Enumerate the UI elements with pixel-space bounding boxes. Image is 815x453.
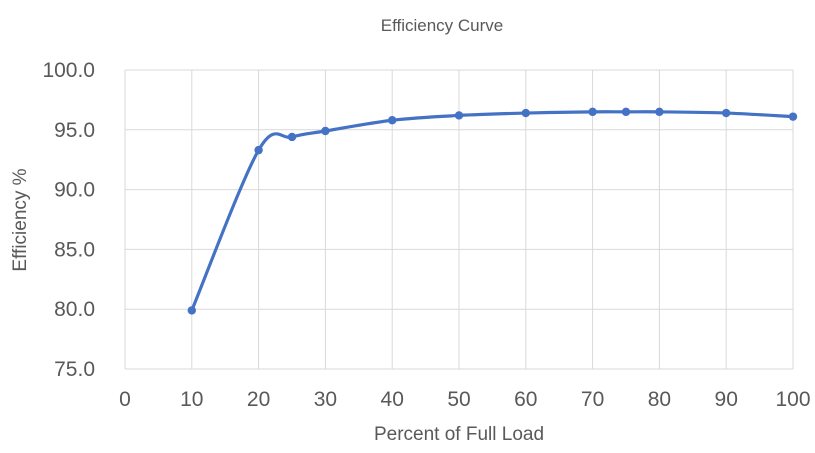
y-tick-label: 80.0 xyxy=(54,298,95,321)
x-tick-label: 10 xyxy=(180,388,203,411)
data-point xyxy=(521,108,530,118)
x-tick-label: 0 xyxy=(119,388,131,411)
y-tick-label: 90.0 xyxy=(54,179,95,202)
chart-title: Efficiency Curve xyxy=(381,16,504,35)
data-point xyxy=(321,126,330,136)
data-point xyxy=(254,145,263,155)
data-point xyxy=(722,108,731,118)
data-point xyxy=(454,111,464,120)
data-point xyxy=(621,107,631,117)
x-tick-label: 80 xyxy=(648,388,671,411)
data-point xyxy=(187,306,196,315)
x-tick-label: 100 xyxy=(775,388,810,411)
x-tick-label: 20 xyxy=(247,388,270,411)
x-axis-title: Percent of Full Load xyxy=(374,424,544,445)
x-tick-label: 90 xyxy=(715,388,738,411)
x-tick-label: 40 xyxy=(381,388,404,411)
y-tick-label: 85.0 xyxy=(54,238,95,261)
y-axis-title: Efficiency % xyxy=(10,168,31,271)
data-point xyxy=(788,112,798,121)
data-point xyxy=(588,107,597,117)
y-axis-ticks: 75.0 80.0 85.0 90.0 95.0 100.0 xyxy=(42,59,95,381)
series-line xyxy=(190,110,795,312)
y-tick-label: 75.0 xyxy=(54,358,95,381)
x-tick-label: 60 xyxy=(514,388,537,411)
y-tick-label: 95.0 xyxy=(54,119,95,142)
y-tick-label: 100.0 xyxy=(42,59,95,82)
x-tick-label: 50 xyxy=(447,388,470,411)
x-tick-label: 30 xyxy=(314,388,337,411)
data-point xyxy=(388,116,397,125)
x-tick-label: 70 xyxy=(581,388,604,411)
data-point xyxy=(287,132,297,142)
x-axis-ticks: 0 10 20 30 40 50 60 70 80 90 100 xyxy=(119,388,810,411)
data-point xyxy=(655,107,664,117)
series-layer xyxy=(187,107,798,315)
